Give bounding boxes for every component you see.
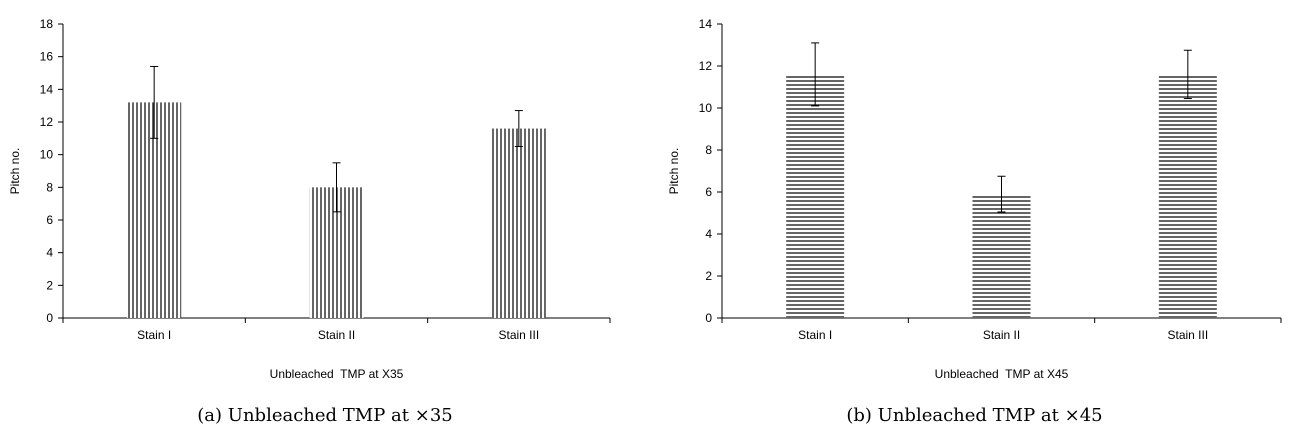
y-axis-title: Pitch no. <box>667 148 681 195</box>
x-axis-title: Unbleached TMP at X45 <box>935 367 1069 381</box>
y-tick-label: 10 <box>40 148 54 162</box>
y-tick-label: 14 <box>699 17 713 31</box>
x-tick-label: Stain I <box>137 328 171 342</box>
x-tick-label: Stain III <box>498 328 539 342</box>
x-axis-title: Unbleached TMP at X35 <box>270 367 404 381</box>
y-tick-label: 12 <box>40 115 54 129</box>
x-tick-label: Stain III <box>1167 328 1208 342</box>
y-tick-label: 10 <box>699 101 713 115</box>
bar-1 <box>786 74 845 319</box>
caption-a: (a) Unbleached TMP at ×35 <box>197 405 453 426</box>
y-axis-title: Pitch no. <box>8 148 22 195</box>
bar-chart-a: 0 2 4 6 8 10 12 14 16 18 Stain I Stain II Stain III P… <box>8 17 611 381</box>
y-tick-label: 0 <box>46 311 53 325</box>
y-tick-label: 2 <box>705 269 712 283</box>
y-tick-label: 0 <box>705 311 712 325</box>
bar-3 <box>1158 74 1217 319</box>
y-tick-label: 4 <box>705 227 712 241</box>
y-tick-label: 14 <box>40 82 54 96</box>
y-tick-label: 12 <box>699 59 713 73</box>
y-tick-label: 6 <box>705 185 712 199</box>
bar-chart-b: 0 2 4 6 8 10 12 14 Stain I Stain II Stain III Pitch… <box>667 17 1282 381</box>
chart-panel-a: 0 2 4 6 8 10 12 14 16 18 Stain I Stain II Stain III P… <box>8 17 611 426</box>
bar-2 <box>972 194 1031 318</box>
x-tick-label: Stain I <box>798 328 832 342</box>
y-tick-label: 8 <box>46 180 53 194</box>
y-tick-label: 2 <box>46 278 53 292</box>
y-tick-label: 8 <box>705 143 712 157</box>
y-tick-label: 6 <box>46 213 53 227</box>
chart-panel-b: 0 2 4 6 8 10 12 14 Stain I Stain II Stain III Pitch… <box>650 0 1299 437</box>
y-tick-label: 4 <box>46 246 53 260</box>
y-tick-label: 16 <box>40 50 54 64</box>
caption-b: (b) Unbleached TMP at ×45 <box>846 405 1103 426</box>
x-tick-label: Stain II <box>983 328 1020 342</box>
bar-3 <box>491 128 546 318</box>
y-tick-label: 18 <box>40 17 54 31</box>
x-tick-label: Stain II <box>318 328 355 342</box>
